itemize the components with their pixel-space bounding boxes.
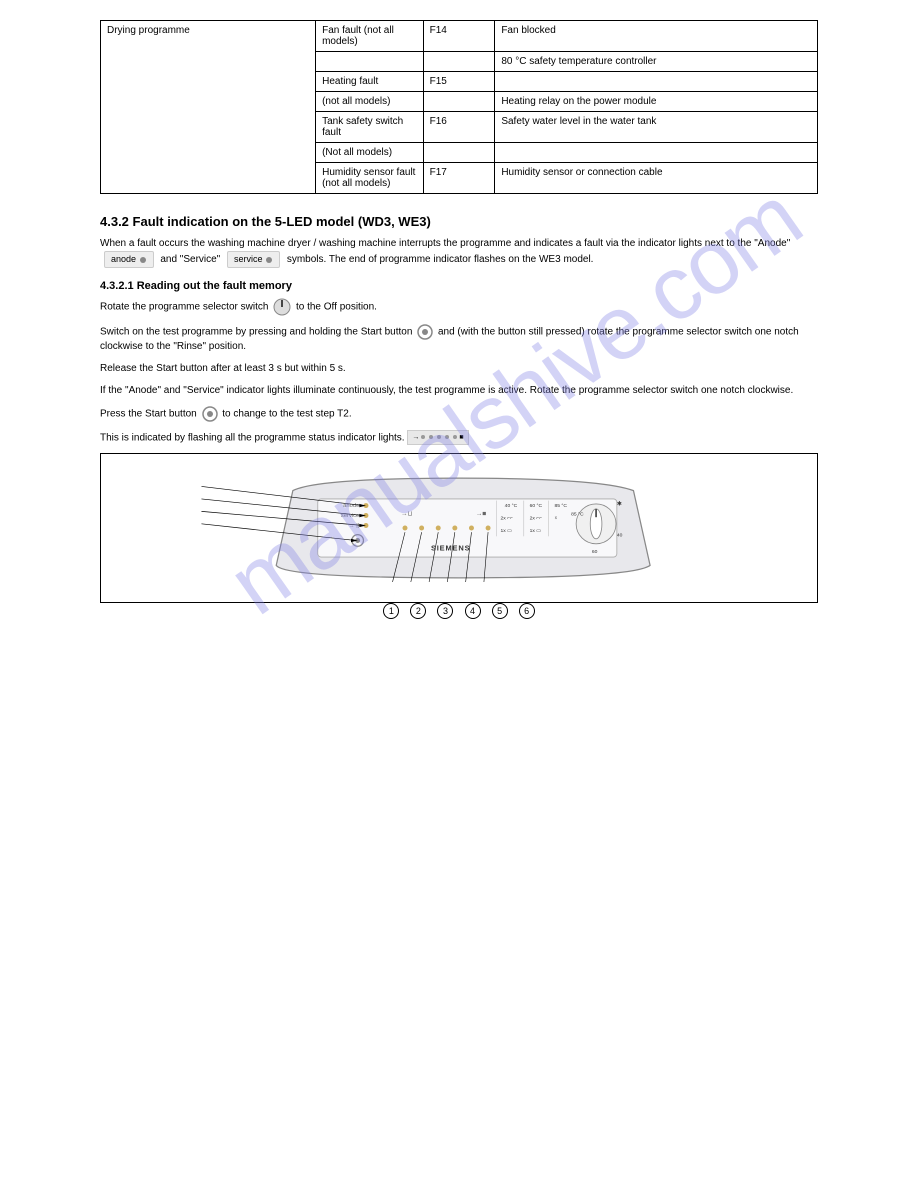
fault-code [423,92,495,112]
callout-2: 2 [410,603,426,619]
fault-name: (Not all models) [316,143,424,163]
fault-desc: Safety water level in the water tank [495,112,818,143]
knob-icon [273,298,291,316]
fault-desc: 80 °C safety temperature controller [495,52,818,72]
fault-desc: Heating relay on the power module [495,92,818,112]
fault-name: Tank safety switch fault [316,112,424,143]
fault-code [423,52,495,72]
table-row: Drying programme Fan fault (not all mode… [101,21,818,52]
callout-3: 3 [437,603,453,619]
section-body-1: When a fault occurs the washing machine … [100,237,818,268]
fault-code: F17 [423,163,495,194]
step-3: Release the Start button after at least … [100,362,818,376]
fault-desc: Fan blocked [495,21,818,52]
fault-code: F14 [423,21,495,52]
service-indicator-label: service [227,251,280,268]
fault-table: Drying programme Fan fault (not all mode… [100,20,818,194]
start-button-icon [202,406,218,422]
svg-text:1x ▭: 1x ▭ [501,529,513,535]
svg-text:85 °C: 85 °C [555,504,568,510]
fault-code: F15 [423,72,495,92]
step-5: Press the Start button to change to the … [100,406,818,422]
step-4: If the "Anode" and "Service" indicator l… [100,384,818,398]
callout-6: 6 [519,603,535,619]
svg-text:2x ⌐⌐: 2x ⌐⌐ [501,516,514,522]
fault-name: Fan fault (not all models) [316,21,424,52]
fault-desc: Humidity sensor or connection cable [495,163,818,194]
svg-text:40: 40 [617,533,623,539]
fault-name [316,52,424,72]
svg-text:☓: ☓ [555,516,558,522]
progress-indicator-icon: →■ [407,430,468,446]
svg-text:→■: →■ [476,511,487,518]
anode-indicator-label: anode [104,251,154,268]
brand-text: SIEMENS [431,544,470,553]
svg-text:60 °C: 60 °C [530,504,543,510]
fault-name: Heating fault [316,72,424,92]
start-button-icon [417,324,433,340]
svg-text:60: 60 [592,549,598,555]
callout-1: 1 [383,603,399,619]
callout-5: 5 [492,603,508,619]
fault-name: Humidity sensor fault (not all models) [316,163,424,194]
step-1: Rotate the programme selector switch to … [100,298,818,316]
fault-code [423,143,495,163]
fault-desc [495,143,818,163]
group-cell: Drying programme [101,21,316,194]
svg-text:→⊔: →⊔ [401,511,413,518]
control-panel-svg: anode service → || →⊔ →■ 40 °C [121,474,797,582]
svg-text:85 °C: 85 °C [571,512,584,518]
step-6: This is indicated by flashing all the pr… [100,430,818,446]
svg-text:✱: ✱ [617,501,622,508]
step-2: Switch on the test programme by pressing… [100,324,818,354]
fault-desc [495,72,818,92]
callout-4: 4 [465,603,481,619]
sub-heading: 4.3.2.1 Reading out the fault memory [100,280,818,292]
svg-text:40 °C: 40 °C [505,504,518,510]
section-heading: 4.3.2 Fault indication on the 5-LED mode… [100,214,818,229]
callout-circles: 1 2 3 4 5 6 [100,603,818,619]
control-panel-figure: anode service → || →⊔ →■ 40 °C [100,453,818,603]
fault-code: F16 [423,112,495,143]
svg-text:1x ▭: 1x ▭ [530,529,542,535]
svg-text:2x ⌐⌐: 2x ⌐⌐ [530,516,543,522]
fault-name: (not all models) [316,92,424,112]
